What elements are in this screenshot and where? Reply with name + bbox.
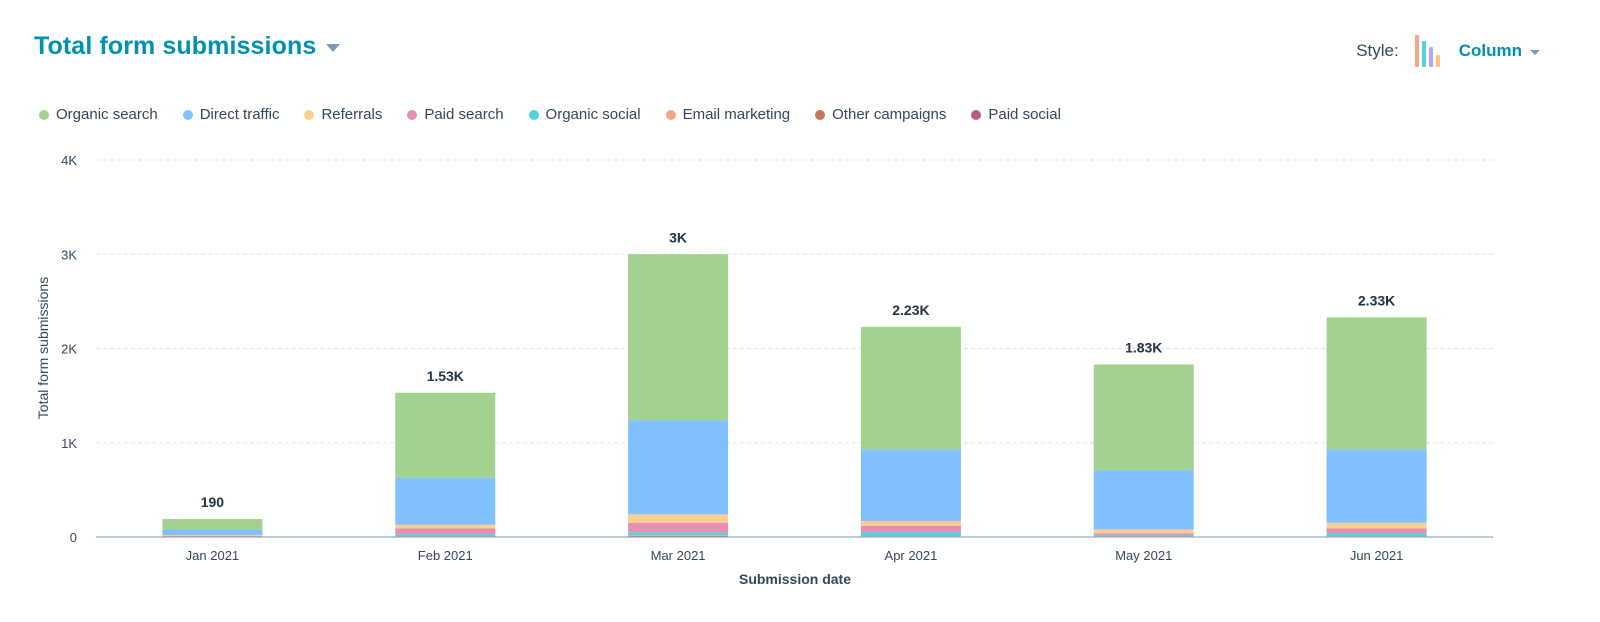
bar-stack[interactable] [860, 326, 961, 537]
bar-segment [628, 535, 729, 537]
legend-dot-icon [407, 109, 418, 120]
legend-dot-icon [665, 109, 676, 120]
bar-total-label: 1.53K [427, 368, 464, 384]
legend-label: Direct traffic [199, 106, 280, 123]
style-icon-bar [1428, 47, 1433, 67]
chevron-down-icon [1530, 49, 1540, 55]
legend-item[interactable]: Organic search [39, 106, 158, 123]
bar-segment [1093, 529, 1194, 534]
legend-item[interactable]: Referrals [304, 106, 382, 123]
y-axis-ticks: 0 1K 2K 3K 4K [61, 153, 77, 545]
report-title: Total form submissions [34, 32, 317, 60]
bar-segment [628, 522, 729, 533]
column-chart-icon [1414, 35, 1443, 67]
legend-dot-icon [182, 109, 193, 120]
bar-segment [395, 392, 496, 478]
bar-segment [162, 529, 263, 536]
bar-segment [1326, 533, 1427, 537]
style-value: Column [1458, 41, 1522, 60]
bar-segment [395, 528, 496, 535]
bar-segment [860, 525, 961, 533]
legend-dot-icon [815, 109, 826, 120]
chevron-down-icon [326, 43, 341, 52]
y-axis-title: Total form submissions [35, 277, 51, 419]
style-icon-bar [1421, 41, 1426, 67]
bar-segment [628, 532, 729, 536]
bar-stack[interactable] [1093, 364, 1194, 537]
bar-segment [860, 326, 961, 450]
report-title-dropdown[interactable]: Total form submissions [34, 32, 341, 61]
bar-segment [628, 514, 729, 523]
legend-dot-icon [971, 109, 982, 120]
bar-segment [1093, 364, 1194, 471]
legend-item[interactable]: Email marketing [665, 106, 791, 123]
x-tick-label: Jun 2021 [1350, 548, 1404, 563]
style-icon-bar [1435, 55, 1440, 67]
legend-item[interactable]: Paid search [407, 106, 504, 123]
bar-segment [1326, 449, 1427, 523]
bar-series [162, 254, 1427, 537]
x-axis-title: Submission date [739, 571, 851, 587]
bar-segment [1093, 535, 1194, 537]
legend-label: Organic search [56, 106, 158, 123]
bar-stack[interactable] [395, 392, 496, 537]
style-icon-bar [1414, 35, 1419, 67]
x-tick-label: Apr 2021 [885, 548, 938, 563]
x-tick-label: May 2021 [1115, 548, 1172, 563]
style-dropdown[interactable]: Column [1459, 41, 1540, 61]
bar-segment [1326, 317, 1427, 450]
legend-label: Paid social [988, 106, 1061, 123]
x-tick-label: Mar 2021 [651, 548, 706, 563]
legend-item[interactable]: Direct traffic [182, 106, 280, 123]
bar-segment [162, 535, 263, 537]
legend-item[interactable]: Paid social [971, 106, 1061, 123]
y-tick-label: 3K [61, 247, 77, 262]
legend-dot-icon [39, 109, 49, 120]
bar-stack[interactable] [162, 519, 263, 537]
y-tick-label: 0 [70, 530, 77, 545]
legend-label: Referrals [321, 106, 383, 123]
y-tick-label: 2K [61, 342, 77, 357]
legend-label: Other campaigns [832, 106, 947, 123]
legend-label: Paid search [424, 106, 504, 123]
x-tick-label: Feb 2021 [418, 548, 473, 563]
bar-segment [860, 532, 961, 537]
legend-item[interactable]: Other campaigns [815, 106, 946, 123]
chart-legend: Organic search Direct traffic Referrals Pai… [39, 106, 1086, 123]
bar-segment [628, 254, 729, 421]
legend-dot-icon [304, 109, 315, 120]
bar-stack[interactable] [1326, 317, 1427, 537]
legend-label: Organic social [545, 106, 641, 123]
grid-lines [96, 159, 1493, 444]
chart-style-selector: Style: Column [1356, 34, 1540, 68]
bar-total-label: 190 [201, 494, 225, 510]
bar-segment [1326, 522, 1427, 529]
bar-segment [395, 534, 496, 537]
bar-segment [162, 519, 263, 530]
bar-total-label: 2.23K [892, 302, 929, 318]
bar-segment [395, 524, 496, 529]
style-label: Style: [1356, 41, 1399, 60]
report-header: Total form submissions Style: Column [0, 0, 1600, 100]
bar-segment [1093, 533, 1194, 536]
y-tick-label: 4K [61, 153, 77, 168]
x-axis-ticks: Jan 2021 Feb 2021 Mar 2021 Apr 2021 May 2021… [186, 548, 1404, 563]
legend-item[interactable]: Organic social [528, 106, 641, 123]
bar-total-label: 2.33K [1358, 292, 1395, 308]
legend-label: Email marketing [682, 106, 791, 123]
bar-segment [395, 477, 496, 525]
x-tick-label: Jan 2021 [186, 548, 240, 563]
y-tick-label: 1K [61, 436, 77, 451]
bar-stack[interactable] [628, 254, 729, 537]
bar-segment [860, 449, 961, 521]
bar-segment [628, 420, 729, 515]
bar-segment [860, 520, 961, 526]
bar-segment [1093, 470, 1194, 530]
bar-segment [1326, 528, 1427, 534]
legend-dot-icon [528, 109, 539, 120]
bar-total-label: 1.83K [1125, 340, 1162, 356]
bar-total-label: 3K [669, 229, 687, 245]
bar-total-labels: 190 1.53K 3K 2.23K 1.83K 2.33K [201, 229, 1396, 510]
